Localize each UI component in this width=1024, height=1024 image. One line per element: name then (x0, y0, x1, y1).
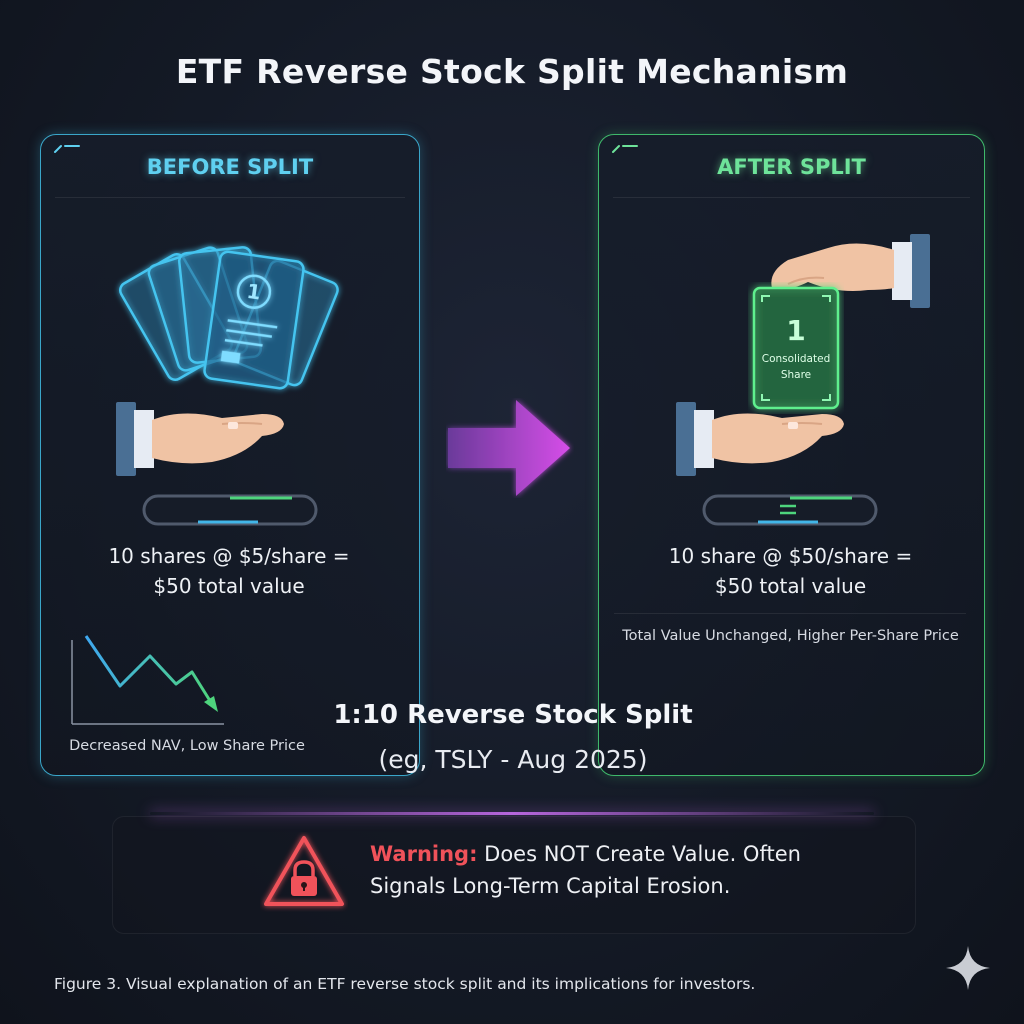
warning-label: Warning: (370, 842, 478, 866)
mini-chart-caption: Decreased NAV, Low Share Price (69, 738, 305, 754)
warning-lock-icon (264, 836, 344, 906)
share-card-number: 1 (245, 279, 262, 305)
share-card-number: 1 (786, 314, 805, 347)
consolidated-share-card: 1 Consolidated Share (752, 286, 840, 410)
open-hand-icon (116, 402, 284, 476)
before-level-bar (142, 494, 318, 526)
warning-box (112, 816, 916, 934)
panel-divider (55, 197, 405, 198)
warning-message: Warning: Does NOT Create Value. Often Si… (370, 838, 840, 902)
split-example: (eg, TSLY - Aug 2025) (378, 745, 648, 774)
open-hand-icon (676, 402, 844, 476)
warning-text: Does NOT Create Value. Often Signals Lon… (370, 842, 801, 898)
panel-corner-mark (612, 145, 638, 153)
glow-divider (150, 812, 874, 815)
after-shares-text: 10 share @ $50/share = (668, 544, 913, 568)
sparkle-icon (946, 946, 990, 990)
before-total-value: $50 total value (153, 574, 305, 598)
panel-corner-mark (54, 145, 80, 153)
arrow-right-icon (448, 400, 570, 496)
divider (614, 613, 966, 614)
figure-caption: Figure 3. Visual explanation of an ETF r… (54, 975, 756, 993)
after-level-bar (702, 494, 878, 526)
page-title: ETF Reverse Stock Split Mechanism (175, 52, 849, 91)
after-total-value: $50 total value (714, 574, 867, 598)
before-shares-text: 10 shares @ $5/share = (108, 544, 350, 568)
share-card-label: Share (781, 369, 811, 381)
declining-nav-chart (71, 635, 224, 725)
after-split-heading: AFTER SPLIT (717, 155, 866, 179)
before-split-heading: BEFORE SPLIT (146, 155, 314, 179)
share-card-label: Consolidated (762, 353, 830, 365)
share-cards-illustration: 1 (119, 246, 339, 390)
panel-divider (613, 197, 970, 198)
split-ratio-title: 1:10 Reverse Stock Split (333, 700, 693, 730)
giving-hand-icon (771, 234, 930, 308)
after-caption: Total Value Unchanged, Higher Per-Share … (622, 628, 959, 644)
